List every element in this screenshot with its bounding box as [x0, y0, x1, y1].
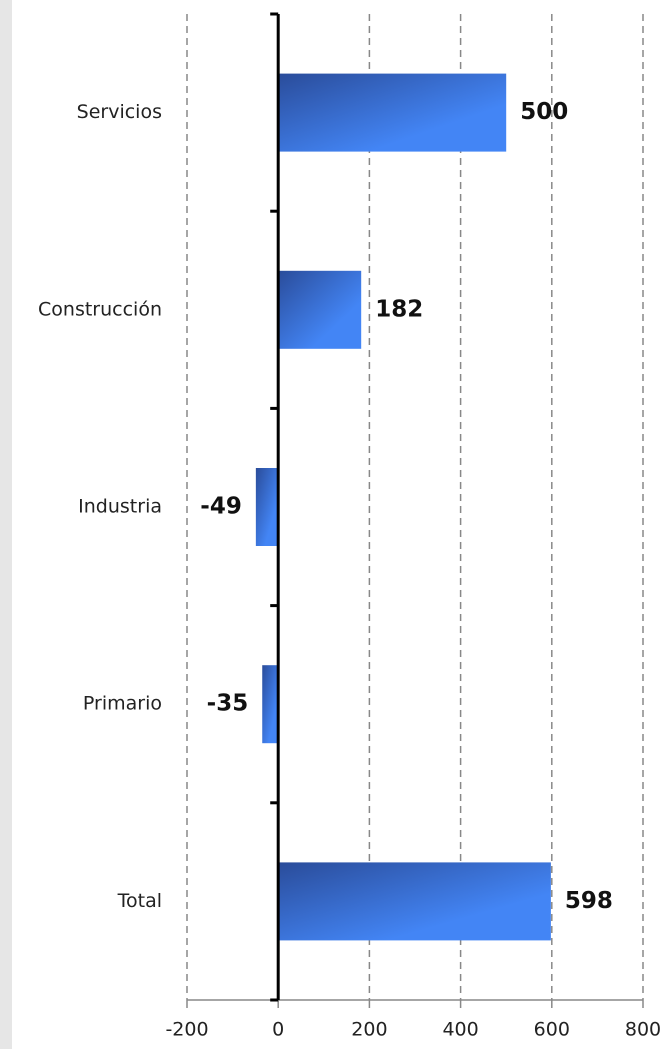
bar [262, 665, 279, 744]
x-tick-label: -200 [165, 1019, 208, 1041]
y-tick-label: Servicios [77, 101, 162, 123]
y-tick-label: Construcción [38, 298, 162, 320]
y-tick-label: Total [117, 890, 162, 912]
value-label: 500 [520, 99, 568, 125]
value-label: 598 [565, 888, 613, 914]
bar [278, 73, 507, 152]
y-tick-label: Primario [83, 693, 162, 715]
bar [255, 468, 279, 546]
value-label: -49 [200, 494, 242, 520]
value-label: -35 [207, 691, 249, 717]
x-tick-label: 800 [625, 1019, 661, 1041]
y-tick-label: Industria [78, 496, 162, 518]
x-tick-label: 400 [442, 1019, 478, 1041]
value-label: 182 [375, 296, 423, 322]
x-tick-label: 200 [351, 1019, 387, 1041]
bar [278, 862, 551, 941]
side-strip [0, 0, 12, 1049]
bar [278, 270, 362, 349]
x-tick-label: 0 [272, 1019, 284, 1041]
x-tick-label: 600 [534, 1019, 570, 1041]
